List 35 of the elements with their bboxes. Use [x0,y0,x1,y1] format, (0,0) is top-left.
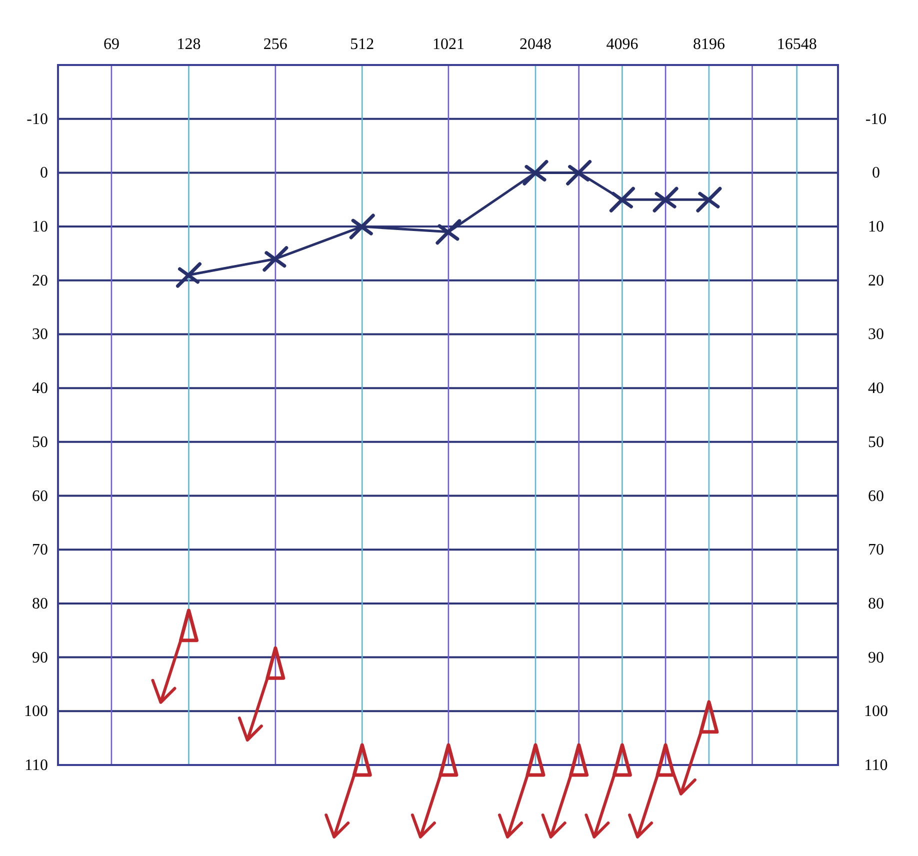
y-tick-label: 0 [40,164,48,182]
y-tick-label: 60 [32,488,48,505]
y2-tick-label: 110 [864,757,888,774]
y2-tick-label: 70 [868,542,884,559]
y-tick-label: 20 [32,272,48,290]
y2-tick-label: 0 [872,164,880,182]
x-tick-label: 8196 [692,36,725,53]
y2-tick-label: 90 [868,649,884,666]
y2-tick-label: 40 [868,380,884,398]
y2-tick-label: 50 [868,434,884,451]
y-tick-label: 80 [32,595,48,612]
y-tick-label: 50 [32,434,48,451]
y-tick-label: 110 [24,757,48,774]
x-tick-label: 69 [103,36,120,53]
y-tick-label: 100 [24,703,48,720]
x-tick-label: 4096 [606,36,638,53]
x-tick-label: 128 [176,36,201,53]
y2-tick-label: 80 [868,595,884,612]
y2-tick-label: 100 [864,703,888,720]
x-tick-label: 256 [263,36,288,53]
y2-tick-label: 10 [868,218,884,236]
y-tick-label: -10 [26,110,48,128]
y2-tick-label: 30 [868,326,884,344]
y2-tick-label: 60 [868,488,884,505]
y-tick-label: 70 [32,542,48,559]
x-tick-label: 512 [350,36,374,53]
x-tick-label: 16548 [776,36,817,53]
y-tick-label: 40 [32,380,48,398]
x-tick-label: 1021 [432,36,464,53]
y-tick-label: 10 [32,218,48,236]
y-tick-label: 30 [32,326,48,344]
x-tick-label: 2048 [520,36,552,53]
y-tick-label: 90 [32,649,48,666]
y2-tick-label: -10 [865,110,887,128]
y2-tick-label: 20 [868,272,884,290]
